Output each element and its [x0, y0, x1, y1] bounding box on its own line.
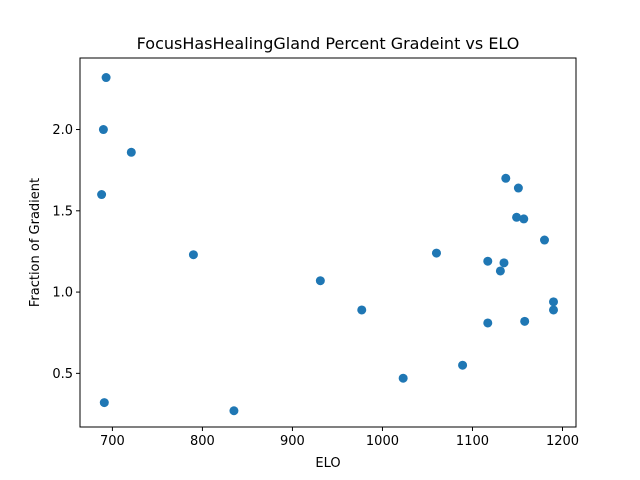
y-tick-label-3: 2.0 — [52, 123, 73, 138]
x-tick-label-1: 800 — [190, 434, 215, 449]
x-tick-label-3: 1000 — [366, 434, 399, 449]
chart-title: FocusHasHealingGland Percent Gradeint vs… — [137, 34, 520, 53]
data-point-7 — [315, 276, 325, 286]
data-point-9 — [398, 373, 408, 383]
data-point-12 — [483, 256, 493, 266]
x-tick-label-0: 700 — [100, 434, 125, 449]
plot-frame — [79, 57, 577, 428]
y-tick-label-1: 1.0 — [52, 286, 73, 301]
data-point-8 — [357, 305, 367, 315]
data-point-16 — [501, 173, 511, 183]
data-point-18 — [513, 183, 523, 193]
data-point-6 — [229, 406, 239, 416]
data-point-3 — [97, 190, 107, 200]
x-tick-label-4: 1100 — [456, 434, 489, 449]
data-point-17 — [512, 212, 522, 222]
data-point-11 — [458, 360, 468, 370]
data-point-14 — [495, 266, 505, 276]
data-point-2 — [126, 147, 136, 157]
data-point-0 — [101, 73, 111, 83]
data-point-15 — [499, 258, 509, 268]
data-points — [97, 73, 558, 416]
data-point-10 — [431, 248, 441, 258]
data-point-22 — [548, 297, 558, 307]
x-tick-label-5: 1200 — [546, 434, 579, 449]
data-point-23 — [548, 305, 558, 315]
y-axis-label: Fraction of Gradient — [28, 178, 43, 307]
x-tick-label-2: 900 — [280, 434, 305, 449]
y-tick-label-2: 1.5 — [52, 204, 73, 219]
y-axis-ticks: 0.5 1.0 1.5 2.0 — [52, 123, 80, 382]
y-tick-label-0: 0.5 — [52, 367, 73, 382]
data-point-4 — [99, 398, 109, 408]
data-point-5 — [188, 250, 198, 260]
data-point-21 — [539, 235, 549, 245]
data-point-19 — [519, 214, 529, 224]
x-axis-ticks: 700 800 900 1000 1100 1200 — [100, 427, 579, 449]
x-axis-label: ELO — [315, 456, 340, 471]
data-point-20 — [520, 316, 530, 326]
data-point-13 — [483, 318, 493, 328]
data-point-1 — [98, 125, 108, 135]
